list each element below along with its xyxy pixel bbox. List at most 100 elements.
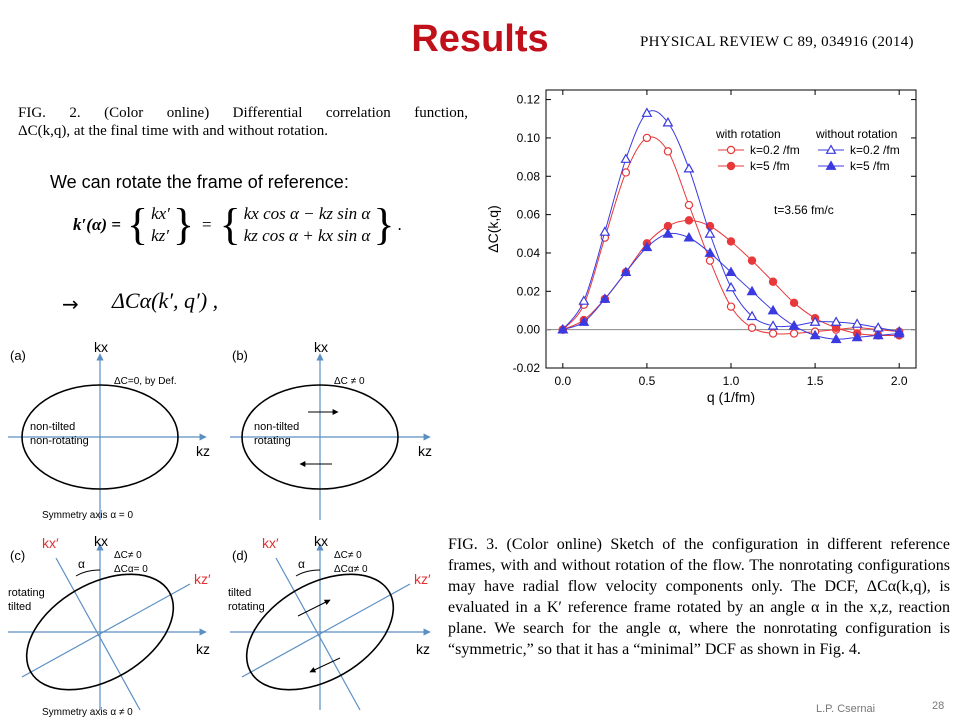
x-tick-label: 2.0 [891, 374, 908, 388]
sketch-c-label2: tilted [8, 601, 31, 613]
data-point-series-0 [726, 302, 736, 311]
sketch-a-kz: kz [196, 443, 210, 459]
data-point-series-0 [684, 200, 694, 210]
sketch-c-kz-prime-axis [21, 583, 191, 678]
sketch-c-kx-prime: kx′ [42, 535, 59, 551]
legend: with rotation without rotation k=0.2 /fm… [715, 127, 900, 173]
sketch-c-axis-note: Symmetry axis α ≠ 0 [42, 707, 133, 718]
sketch-c-kx-prime-axis [55, 557, 141, 711]
sketch-a-axis-note: Symmetry axis α = 0 [42, 510, 134, 521]
rotation-formula: k′(α) = { kx′ kz′ } = { kx cos α − kz si… [72, 202, 403, 248]
y-tick-label: 0.10 [517, 131, 541, 145]
sketch-a-ellipse [21, 384, 179, 490]
sketch-a-tag: (a) [10, 348, 26, 363]
data-point-series-3 [641, 241, 653, 252]
sketch-b-label1: non-tilted [254, 421, 299, 433]
y-tick-label: 0.02 [517, 284, 541, 298]
y-tick-label: 0.12 [517, 93, 541, 107]
equals-sign: = [202, 215, 212, 234]
sketch-d-alpha-arc [295, 569, 321, 577]
sketch-b-label2: rotating [254, 435, 291, 447]
sketch-b: (b) kx kz ΔC ≠ 0 non-tilted rotating [230, 339, 432, 520]
author: L.P. Csernai [816, 703, 876, 715]
data-point-series-1 [684, 216, 694, 225]
data-point-series-2 [683, 162, 695, 173]
legend-label: k=0.2 /fm [850, 143, 900, 157]
legend-label: k=5 /fm [750, 159, 790, 173]
data-point-series-3 [893, 327, 905, 338]
rotate-frame-text: We can rotate the frame of reference: [50, 172, 349, 192]
data-point-series-2 [830, 316, 842, 326]
legend-marker [825, 144, 837, 154]
data-point-series-2 [809, 316, 821, 326]
left-brace-2: { [219, 200, 241, 249]
x-axis-label: q (1/fm) [707, 389, 755, 405]
sketch-d-flow-arrow-bottom [309, 657, 341, 673]
sketch-d-label2: rotating [228, 601, 265, 613]
data-point-series-0 [621, 168, 631, 177]
sketch-d-kz: kz [416, 641, 430, 657]
data-point-series-3 [599, 293, 611, 303]
data-point-series-2 [725, 281, 737, 292]
data-point-series-2 [767, 320, 779, 330]
sketch-c-note2: ΔCα= 0 [114, 564, 148, 575]
journal-reference: PHYSICAL REVIEW C 89, 034916 (2014) [640, 34, 914, 50]
sketch-a-kx: kx [94, 339, 108, 355]
legend-marker [726, 161, 736, 171]
formula-kz-prime: kz′ [151, 226, 169, 245]
sketch-d-flow-arrow-top [297, 599, 331, 617]
configuration-sketches: (a) kx kz ΔC=0, by Def. non-tilted non-r… [8, 339, 432, 718]
x-tick-label: 1.5 [807, 374, 824, 388]
data-point-series-3 [620, 266, 632, 277]
sketch-c-note1: ΔC≠ 0 [114, 550, 142, 561]
sketch-c-alpha-arc [75, 569, 101, 577]
formula-row2: kz cos α + kx sin α [243, 226, 371, 245]
formula-rows: kx cos α − kz sin α kz cos α + kx sin α [243, 202, 372, 248]
sketch-a: (a) kx kz ΔC=0, by Def. non-tilted non-r… [8, 339, 210, 521]
data-point-series-2 [746, 310, 758, 321]
legend-marker [726, 145, 736, 155]
sketch-c-ellipse [25, 573, 175, 691]
data-point-series-3 [557, 324, 569, 334]
right-brace-2: } [373, 200, 395, 249]
data-point-series-0 [705, 256, 715, 265]
fig2-caption-line2: ΔC(k,q), at the final time with and with… [18, 123, 329, 139]
formula-lhs: k′(α) = [73, 215, 121, 234]
data-point-series-0 [768, 329, 778, 338]
data-point-series-3 [767, 304, 779, 315]
sketch-a-label2: non-rotating [30, 435, 89, 447]
data-point-series-0 [747, 323, 757, 332]
sketch-d-kx-prime-axis [275, 557, 361, 711]
sketch-d-kz-prime: kz′ [414, 571, 431, 587]
y-tick-label: 0.00 [517, 323, 541, 337]
sketch-b-tag: (b) [232, 348, 248, 363]
x-tick-label: 1.0 [723, 374, 740, 388]
data-point-series-3 [725, 266, 737, 277]
data-point-series-2 [620, 153, 632, 163]
data-point-series-1 [789, 298, 799, 308]
data-point-series-3 [662, 228, 674, 238]
data-point-series-3 [851, 331, 863, 342]
legend-label: k=5 /fm [850, 159, 890, 173]
data-point-series-3 [830, 333, 842, 344]
data-point-series-1 [747, 256, 757, 265]
data-point-series-2 [578, 295, 590, 305]
data-point-series-2 [851, 318, 863, 328]
data-point-series-2 [599, 226, 611, 236]
data-point-series-1 [768, 277, 778, 286]
data-point-series-2 [704, 228, 716, 238]
sketch-b-ellipse [241, 384, 399, 490]
sketch-c-kx: kx [94, 533, 108, 549]
formula-row1: kx cos α − kz sin α [243, 204, 371, 223]
series-group [557, 107, 905, 344]
sketch-d-label1: tilted [228, 587, 251, 599]
y-ticks: -0.02 0.00 0.02 0.04 0.06 0.08 0.10 0.12 [513, 93, 916, 375]
legend-header-without-rotation: without rotation [815, 127, 897, 141]
y-tick-label: -0.02 [513, 361, 541, 375]
data-point-series-3 [788, 320, 800, 330]
right-brace: } [172, 200, 195, 249]
formula-k-prime-vector: kx′ kz′ [150, 202, 171, 248]
sketch-b-kz: kz [418, 443, 432, 459]
sketch-b-kx: kx [314, 339, 328, 355]
fig2-caption: FIG. 2. (Color online) Differential corr… [18, 104, 468, 140]
